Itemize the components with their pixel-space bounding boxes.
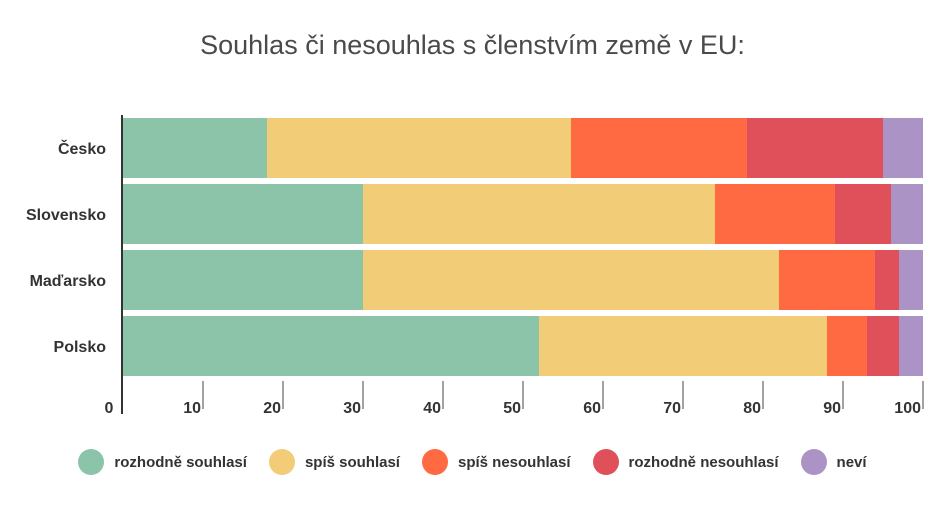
bar-segment	[891, 184, 923, 244]
bars-layer	[123, 118, 923, 376]
x-tick-label: 40	[423, 400, 441, 417]
x-tick-label: 30	[343, 400, 361, 417]
bar-segment	[835, 184, 891, 244]
legend: rozhodně souhlasí spíš souhlasí spíš nesou…	[0, 448, 945, 476]
legend-item: neví	[800, 449, 867, 475]
bar-segment	[899, 316, 923, 376]
bar-segment	[747, 118, 883, 178]
bar-segment	[363, 184, 715, 244]
legend-item: rozhodně nesouhlasí	[592, 449, 779, 475]
x-tick-label: 10	[183, 400, 201, 417]
bar-segment	[867, 316, 899, 376]
x-tick-label: 60	[583, 400, 601, 417]
x-axis: 0 10 20 30 40 50 60 70 80 90 100	[105, 115, 924, 417]
legend-label: neví	[836, 453, 867, 471]
legend-swatch	[592, 449, 619, 475]
bar-segment	[883, 118, 923, 178]
category-label: Maďarsko	[30, 273, 107, 290]
legend-item: spíš souhlasí	[268, 449, 400, 475]
category-label: Česko	[58, 139, 106, 158]
x-tick-label: 0	[105, 400, 114, 417]
bar-segment	[123, 184, 363, 244]
chart-title: Souhlas či nesouhlas s členstvím země v …	[200, 30, 745, 60]
category-label: Slovensko	[26, 207, 106, 224]
x-tick-label: 70	[663, 400, 681, 417]
legend-label: rozhodně nesouhlasí	[628, 453, 779, 471]
bar-segment	[715, 184, 835, 244]
x-tick-label: 100	[894, 400, 921, 417]
legend-swatch	[78, 449, 105, 475]
x-tick-label: 80	[743, 400, 761, 417]
legend-label: rozhodně souhlasí	[114, 453, 247, 471]
bar-segment	[779, 250, 875, 310]
legend-label: spíš souhlasí	[304, 453, 400, 471]
x-tick-label: 50	[503, 400, 521, 417]
bar-segment	[123, 118, 267, 178]
x-tick-label: 20	[263, 400, 281, 417]
bar-segment	[267, 118, 571, 178]
x-tick-label: 90	[823, 400, 841, 417]
bar-segment	[875, 250, 899, 310]
bar-segment	[123, 316, 539, 376]
bar-segment	[899, 250, 923, 310]
bar-segment	[123, 250, 363, 310]
legend-item: spíš nesouhlasí	[421, 449, 571, 475]
legend-item: rozhodně souhlasí	[78, 449, 247, 475]
legend-swatch	[421, 449, 448, 475]
bar-segment	[827, 316, 867, 376]
bar-segment	[571, 118, 747, 178]
bar-segment	[539, 316, 827, 376]
legend-label: spíš nesouhlasí	[457, 453, 571, 471]
legend-swatch	[800, 449, 827, 475]
bar-segment	[363, 250, 779, 310]
category-labels: Česko Slovensko Maďarsko Polsko	[26, 139, 106, 356]
legend-swatch	[268, 449, 295, 475]
category-label: Polsko	[54, 339, 107, 356]
